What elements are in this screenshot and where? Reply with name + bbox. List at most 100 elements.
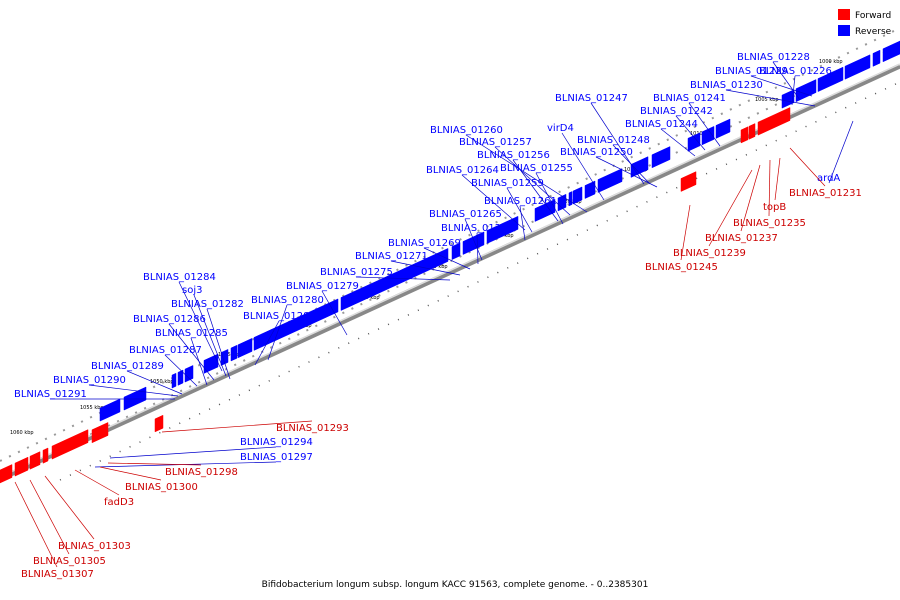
gene-label: BLNIAS_01244 (625, 119, 698, 130)
label-connector (178, 281, 223, 372)
forward-gene (51, 429, 89, 460)
gene-label: BLNIAS_01275 (320, 267, 393, 278)
reverse-gene (844, 54, 871, 80)
reverse-gene (184, 365, 194, 383)
gene-label: BLNIAS_01307 (21, 569, 94, 580)
label-connector (74, 469, 120, 496)
reverse-gene (253, 330, 269, 351)
reverse-gene (486, 215, 519, 244)
reverse-gene (687, 132, 701, 152)
label-connector (168, 323, 215, 381)
label-connector (99, 466, 162, 481)
reverse-gene (781, 89, 795, 109)
reverse-gene (462, 233, 481, 255)
gene-label: soj3 (182, 285, 202, 296)
reverse-gene (237, 337, 253, 359)
tick-label: 1000 kbp (819, 59, 843, 65)
label-connector (688, 102, 721, 147)
label-connector (612, 144, 651, 185)
reverse-gene (177, 369, 184, 386)
label-connector (29, 479, 70, 555)
gene-label: BLNIAS_01289 (91, 361, 164, 372)
label-connector (44, 475, 95, 540)
gene-label: BLNIAS_01264 (426, 165, 499, 176)
reverse-gene (882, 40, 900, 63)
label-connector (14, 481, 58, 568)
label-connector (109, 446, 277, 459)
gene-label: BLNIAS_01231 (789, 188, 862, 199)
label-connector (164, 354, 198, 387)
gene-label: BLNIAS_01293 (276, 423, 349, 434)
label-connector (561, 132, 605, 201)
reverse-gene (568, 191, 573, 207)
gene-label: BLNIAS_01239 (673, 248, 746, 259)
forward-axis-line (0, 44, 900, 479)
tick-label: 1060 kbp (10, 430, 34, 436)
gene-label: BLNIAS_01280 (251, 295, 324, 306)
gene-label: BLNIAS_01282 (171, 299, 244, 310)
label-connector (740, 164, 761, 232)
gene-label: BLNIAS_01247 (555, 93, 628, 104)
label-connector (512, 159, 559, 222)
label-connector (267, 304, 288, 361)
forward-gene (154, 414, 164, 433)
tick-label: 1055 kbp (80, 405, 104, 411)
label-connector (750, 75, 813, 97)
gene-label: BLNIAS_01235 (733, 218, 806, 229)
gene-label: BLNIAS_01257 (459, 137, 532, 148)
label-connector (107, 462, 202, 466)
gene-label: BLNIAS_01226 (759, 66, 832, 77)
label-connector (494, 146, 571, 216)
gene-label: BLNIAS_01303 (58, 541, 131, 552)
reverse-gene (99, 398, 121, 422)
gene-label: BLNIAS_01286 (133, 314, 206, 325)
legend-forward-swatch (838, 9, 850, 20)
label-connector (680, 204, 691, 261)
tick-label: 1050 kbp (150, 379, 174, 385)
reverse-gene (630, 156, 649, 178)
gene-label: BLNIAS_01242 (640, 106, 713, 117)
reverse-gene (651, 146, 671, 169)
gene-label: BLNIAS_01269 (388, 238, 461, 249)
reverse-gene (230, 344, 238, 362)
gene-glyphs (0, 40, 900, 484)
legend: Forward Reverse (838, 9, 892, 37)
label-connector (423, 247, 471, 270)
reverse-gene (872, 49, 881, 67)
gene-label: BLNIAS_01265 (429, 209, 502, 220)
label-connector (476, 232, 479, 265)
label-connector (461, 174, 526, 231)
label-connector (193, 294, 227, 377)
gene-label: BLNIAS_01228 (737, 52, 810, 63)
gene-label: BLNIAS_01298 (165, 467, 238, 478)
reverse-gene (340, 248, 449, 311)
label-connector (519, 205, 526, 241)
label-connector (254, 320, 280, 366)
label-connector (321, 290, 348, 336)
gene-label: BLNIAS_01305 (33, 556, 106, 567)
reverse-gene (557, 193, 567, 212)
forward-gene (91, 422, 109, 444)
gene-label: BLNIAS_01291 (14, 389, 87, 400)
gene-label: BLNIAS_01287 (129, 345, 202, 356)
reverse-gene (171, 372, 177, 389)
label-connector (660, 128, 696, 157)
label-connector (506, 187, 533, 233)
gene-label: BLNIAS_01259 (471, 178, 544, 189)
gene-label: BLNIAS_01260 (430, 125, 503, 136)
label-connector (590, 102, 645, 185)
forward-gene (740, 126, 749, 144)
forward-gene (680, 171, 697, 192)
gene-label: BLNIAS_01248 (577, 135, 650, 146)
label-connector (390, 260, 461, 276)
gene-label: BLNIAS_01300 (125, 482, 198, 493)
label-connector (768, 159, 771, 217)
reverse-gene (203, 353, 219, 374)
label-connector (206, 308, 231, 380)
label-connector (828, 120, 854, 184)
forward-gene (29, 451, 41, 470)
reverse-gene (123, 386, 147, 411)
gene-label: BLNIAS_01245 (645, 262, 718, 273)
inner-dotted-axis (59, 81, 900, 481)
map-caption: Bifidobacterium longum subsp. longum KAC… (262, 580, 649, 590)
